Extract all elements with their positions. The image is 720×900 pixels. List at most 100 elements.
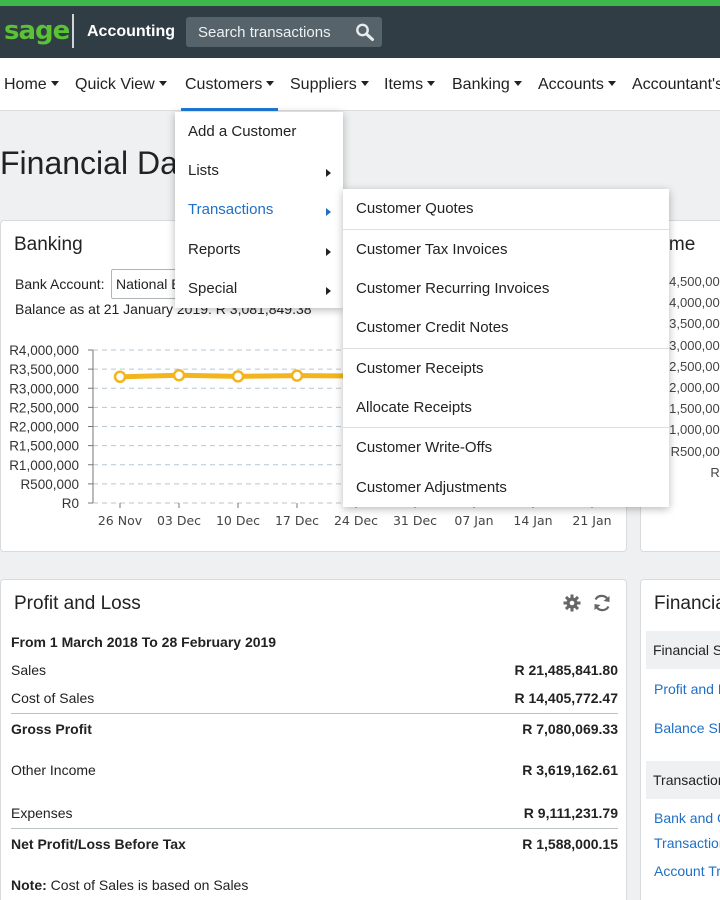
nav-accounts[interactable]: Accounts: [538, 58, 616, 111]
menu-item-special[interactable]: Special: [175, 280, 343, 297]
financial-reports-title: Financial Reports: [654, 593, 720, 614]
income-y-tick-label: R3,000,000: [659, 337, 720, 353]
menu-item-label: Transactions: [188, 201, 274, 218]
chevron-right-icon: [326, 208, 331, 216]
chevron-down-icon: [266, 81, 275, 86]
menu-item-add-customer[interactable]: Add a Customer: [175, 123, 343, 140]
pl-value: R 1,588,000.15: [522, 836, 618, 852]
menu-item-allocate-receipts[interactable]: Allocate Receipts: [356, 399, 472, 416]
menu-item-customer-credit-notes[interactable]: Customer Credit Notes: [356, 319, 509, 336]
pl-label: Gross Profit: [11, 721, 92, 737]
note-text: Cost of Sales is based on Sales: [50, 877, 249, 893]
nav-items-label: Items: [384, 76, 424, 93]
nav-suppliers-label: Suppliers: [290, 76, 357, 93]
data-point: [231, 370, 245, 383]
menu-item-lists[interactable]: Lists: [175, 162, 343, 179]
chevron-down-icon: [158, 81, 167, 86]
search-box[interactable]: Search transactions: [186, 17, 382, 47]
link-account-transactions[interactable]: Account Transactions: [654, 863, 720, 879]
y-tick-label: R4,000,000: [9, 343, 79, 358]
menu-item-label: Special: [188, 280, 238, 297]
note-label: Note:: [11, 877, 47, 893]
pl-value[interactable]: R 3,619,162.61: [522, 762, 618, 778]
menu-separator: [343, 229, 669, 230]
data-point: [290, 369, 304, 382]
nav-banking[interactable]: Banking: [452, 58, 522, 111]
tab-transactions[interactable]: Transactions: [646, 761, 720, 799]
refresh-icon[interactable]: [592, 593, 612, 613]
link-bank-and-cash[interactable]: Bank and Cash: [654, 810, 720, 826]
income-y-tick-label: R2,500,000: [659, 358, 720, 374]
menu-item-customer-write-offs[interactable]: Customer Write-Offs: [356, 439, 493, 456]
menu-separator: [343, 348, 669, 349]
menu-item-label: Add a Customer: [188, 123, 297, 140]
chevron-right-icon: [326, 287, 331, 295]
income-y-tick-label: R1,000,000: [659, 422, 720, 438]
search-icon[interactable]: [354, 22, 376, 42]
x-tick-label: 26 Nov: [98, 513, 143, 528]
app-name: Accounting: [87, 23, 175, 40]
chevron-down-icon: [513, 81, 522, 86]
financial-reports-card: Financial Reports Financial Statements P…: [640, 579, 720, 900]
link-balance-sheet[interactable]: Balance Sheet: [654, 720, 720, 736]
profit-loss-title: Profit and Loss: [14, 593, 141, 614]
income-y-tick-label: R4,000,000: [659, 295, 720, 311]
pl-value[interactable]: R 14,405,772.47: [514, 690, 618, 706]
menu-item-customer-receipts[interactable]: Customer Receipts: [356, 360, 484, 377]
link-profit-and-loss[interactable]: Profit and Loss: [654, 681, 720, 697]
app-header: sage Accounting Search transactions: [0, 6, 720, 58]
x-tick-label: 31 Dec: [393, 513, 437, 528]
nav-customers[interactable]: Customers: [180, 58, 279, 111]
search-input[interactable]: Search transactions: [198, 24, 331, 41]
menu-item-reports[interactable]: Reports: [175, 241, 343, 258]
income-y-tick-label: R1,500,000: [659, 401, 720, 417]
data-point: [172, 368, 186, 382]
pl-label: Net Profit/Loss Before Tax: [11, 836, 186, 852]
link-bank-and-cash-transactions[interactable]: Transactions: [654, 835, 720, 851]
y-tick-label: R2,500,000: [9, 400, 79, 415]
nav-items[interactable]: Items: [384, 58, 436, 111]
nav-accountants-label: Accountant's: [632, 76, 720, 93]
tab-financial-statements[interactable]: Financial Statements: [646, 631, 720, 669]
income-y-tick-label: R0: [710, 464, 720, 480]
sage-logo[interactable]: sage: [4, 16, 70, 46]
gear-icon[interactable]: [563, 594, 581, 612]
x-tick-label: 14 Jan: [513, 513, 552, 528]
nav-home[interactable]: Home: [4, 58, 59, 111]
menu-item-customer-quotes[interactable]: Customer Quotes: [356, 200, 474, 217]
pl-label: Expenses: [11, 805, 73, 821]
pl-period-text: From 1 March 2018 To 28 February 2019: [11, 634, 277, 650]
income-y-tick-label: R500,000: [670, 443, 720, 459]
chevron-down-icon: [360, 81, 369, 86]
nav-quick-view[interactable]: Quick View: [75, 58, 167, 111]
menu-item-customer-recurring-invoices[interactable]: Customer Recurring Invoices: [356, 280, 550, 297]
y-tick-label: R1,500,000: [9, 439, 79, 454]
nav-accountants[interactable]: Accountant's: [632, 58, 720, 111]
chevron-right-icon: [326, 248, 331, 256]
x-tick-label: 17 Dec: [275, 513, 319, 528]
chevron-down-icon: [427, 81, 436, 86]
income-y-tick-label: R3,500,000: [659, 316, 720, 332]
y-tick-label: R3,000,000: [9, 381, 79, 396]
divider: [11, 828, 618, 829]
nav-quick-view-label: Quick View: [75, 76, 155, 93]
menu-item-transactions[interactable]: Transactions: [175, 201, 343, 218]
menu-item-customer-tax-invoices[interactable]: Customer Tax Invoices: [356, 241, 508, 258]
y-tick-label: R1,000,000: [9, 458, 79, 473]
pl-label: Cost of Sales: [11, 690, 95, 706]
x-tick-label: 10 Dec: [216, 513, 260, 528]
divider: [11, 713, 618, 714]
banking-title: Banking: [14, 234, 83, 255]
menu-item-label: Reports: [188, 241, 241, 258]
pl-value[interactable]: R 21,485,841.80: [514, 662, 618, 678]
menu-item-customer-adjustments[interactable]: Customer Adjustments: [356, 479, 507, 496]
pl-label: Sales: [11, 662, 47, 678]
data-point: [113, 370, 127, 384]
x-tick-label: 07 Jan: [454, 513, 493, 528]
pl-value[interactable]: R 9,111,231.79: [523, 805, 618, 821]
x-tick-label: 24 Dec: [334, 513, 378, 528]
menu-item-label: Lists: [188, 162, 219, 179]
main-nav: Home Quick View Customers Suppliers Item…: [0, 58, 720, 111]
nav-suppliers[interactable]: Suppliers: [290, 58, 369, 111]
chevron-right-icon: [326, 169, 331, 177]
